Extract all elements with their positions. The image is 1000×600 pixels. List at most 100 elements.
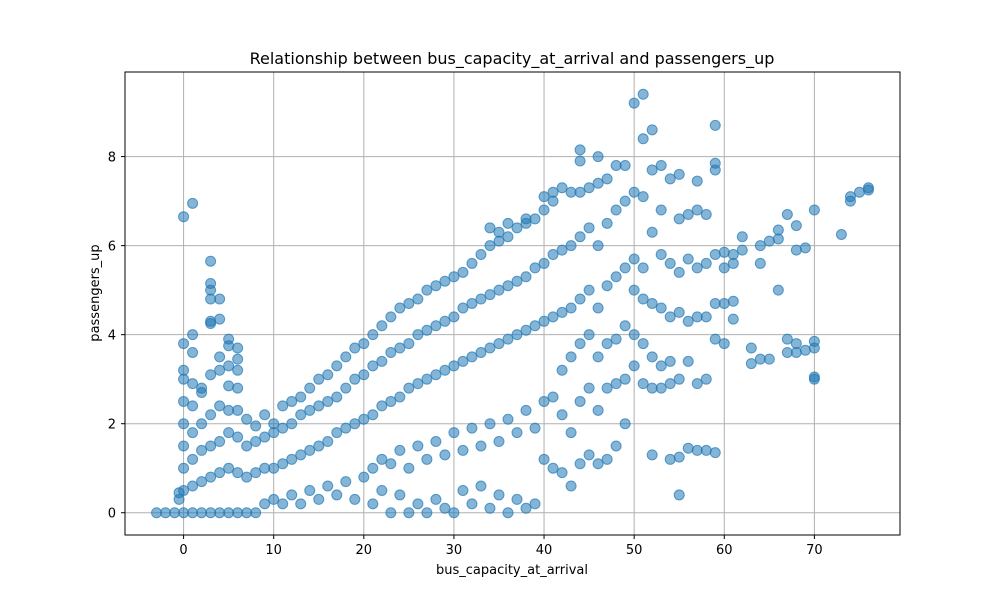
scatter-point	[601, 280, 613, 292]
scatter-point	[295, 449, 307, 461]
scatter-point	[556, 467, 568, 479]
scatter-point	[601, 453, 613, 465]
scatter-point	[547, 311, 559, 323]
scatter-point	[574, 186, 586, 198]
scatter-point	[538, 395, 550, 407]
scatter-point	[178, 507, 190, 519]
scatter-point	[367, 498, 379, 510]
scatter-point	[358, 338, 370, 350]
scatter-point	[439, 449, 451, 461]
scatter-point	[286, 489, 298, 501]
scatter-point	[304, 484, 316, 496]
scatter-point	[628, 329, 640, 341]
scatter-point	[187, 378, 199, 390]
scatter-point	[196, 444, 208, 456]
scatter-point	[187, 329, 199, 341]
scatter-point	[214, 400, 226, 412]
scatter-point	[421, 284, 433, 296]
scatter-point	[754, 257, 766, 269]
scatter-point	[421, 507, 433, 519]
scatter-point	[223, 380, 235, 392]
scatter-point	[583, 329, 595, 341]
scatter-point	[538, 191, 550, 203]
scatter-point	[214, 467, 226, 479]
scatter-point	[682, 442, 694, 454]
scatter-point	[673, 266, 685, 278]
scatter-point	[367, 360, 379, 372]
scatter-point	[655, 204, 667, 216]
scatter-point	[232, 431, 244, 443]
scatter-point	[709, 298, 721, 309]
scatter-point	[619, 320, 631, 332]
scatter-point	[619, 159, 631, 171]
scatter-point	[295, 409, 307, 421]
scatter-point	[709, 249, 721, 261]
scatter-point	[214, 436, 226, 448]
scatter-point	[484, 289, 496, 301]
scatter-point	[421, 324, 433, 336]
scatter-point	[493, 284, 505, 296]
scatter-point	[700, 257, 712, 269]
scatter-point	[466, 257, 478, 269]
scatter-point	[772, 284, 784, 296]
scatter-point	[394, 342, 406, 354]
scatter-point	[376, 453, 388, 465]
scatter-point	[457, 484, 469, 496]
scatter-point	[637, 133, 649, 145]
scatter-point	[799, 344, 811, 356]
scatter-point	[691, 175, 703, 187]
scatter-point	[619, 373, 631, 385]
scatter-point	[475, 249, 487, 261]
scatter-point	[205, 440, 217, 452]
scatter-point	[745, 358, 757, 370]
scatter-point	[493, 338, 505, 350]
scatter-point	[547, 462, 559, 474]
scatter-point	[394, 444, 406, 456]
scatter-point	[574, 155, 586, 167]
scatter-point	[727, 249, 739, 261]
scatter-point	[430, 320, 442, 332]
scatter-point	[376, 320, 388, 332]
scatter-point	[385, 346, 397, 358]
scatter-point	[430, 436, 442, 448]
scatter-point	[844, 191, 856, 203]
scatter-point	[196, 418, 208, 430]
scatter-point	[412, 378, 424, 390]
scatter-point	[358, 369, 370, 381]
scatter-point	[223, 462, 235, 474]
scatter-point	[286, 418, 298, 430]
scatter-point	[574, 338, 586, 350]
scatter-point	[502, 333, 514, 345]
scatter-point	[673, 451, 685, 463]
scatter-point	[673, 213, 685, 225]
scatter-point	[637, 262, 649, 274]
scatter-point	[205, 409, 217, 421]
scatter-point	[610, 204, 622, 216]
scatter-point	[619, 262, 631, 274]
scatter-point	[565, 186, 577, 198]
scatter-point	[565, 480, 577, 492]
scatter-point	[592, 302, 604, 314]
scatter-point	[358, 413, 370, 425]
scatter-point	[151, 507, 163, 519]
scatter-point	[493, 436, 505, 448]
scatter-point	[178, 484, 190, 496]
axis-ticks: 0 10 20 30 40 50 60 70 0 2 4 6 8	[108, 151, 823, 558]
scatter-point	[718, 262, 730, 274]
scatter-point	[250, 420, 262, 432]
scatter-point	[637, 191, 649, 203]
scatter-point	[322, 436, 334, 448]
scatter-point	[259, 462, 271, 474]
scatter-point	[637, 293, 649, 305]
scatter-point	[268, 418, 280, 430]
scatter-point	[655, 382, 667, 394]
scatter-point	[700, 444, 712, 456]
scatter-point	[232, 382, 244, 394]
scatter-point	[385, 507, 397, 519]
scatter-point	[538, 315, 550, 327]
y-axis-label: passengers_up	[88, 244, 103, 341]
scatter-point	[736, 244, 748, 256]
scatter-point	[853, 186, 865, 198]
scatter-point	[484, 418, 496, 430]
